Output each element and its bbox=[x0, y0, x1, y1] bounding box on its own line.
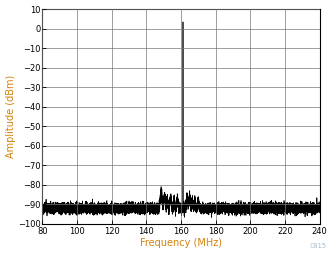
X-axis label: Frequency (MHz): Frequency (MHz) bbox=[140, 239, 222, 248]
Text: C015: C015 bbox=[309, 243, 326, 249]
Y-axis label: Amplitude (dBm): Amplitude (dBm) bbox=[6, 75, 16, 158]
